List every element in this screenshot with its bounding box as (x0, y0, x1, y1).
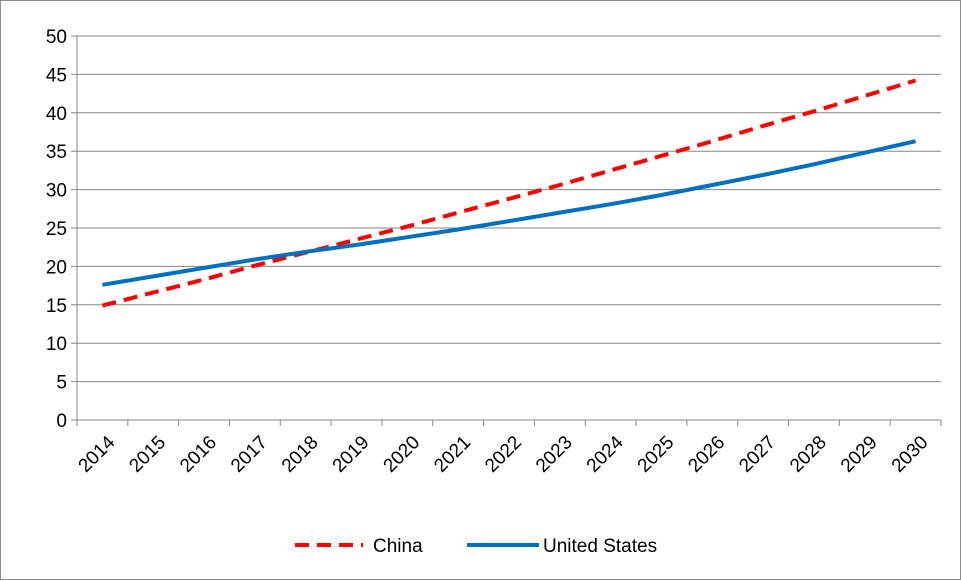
y-tick-label: 5 (56, 373, 67, 394)
y-tick-label: 40 (46, 104, 67, 125)
series-line-united-states (102, 139, 917, 287)
x-tick-label: 2020 (380, 432, 425, 477)
x-tick-label: 2014 (75, 432, 120, 477)
x-tick-label: 2025 (634, 432, 679, 477)
x-tick-label: 2026 (684, 432, 729, 477)
y-tick-label: 10 (46, 334, 67, 355)
x-tick-label: 2015 (125, 432, 170, 477)
y-tick-label: 45 (46, 65, 67, 86)
x-tick-label: 2023 (532, 432, 577, 477)
x-tick-label: 2019 (329, 432, 374, 477)
x-tick-label: 2029 (837, 432, 882, 477)
x-tick-label: 2030 (888, 432, 933, 477)
y-tick-label: 20 (46, 257, 67, 278)
x-tick-label: 2021 (430, 432, 475, 477)
y-tick-label: 50 (46, 27, 67, 48)
y-tick-label: 15 (46, 296, 67, 317)
y-tick-label: 30 (46, 181, 67, 202)
y-tick-label: 0 (56, 411, 67, 432)
legend-label-united-states: United States (543, 536, 657, 557)
x-tick-label: 2018 (278, 432, 323, 477)
series-line-china (101, 78, 917, 308)
x-tick-label: 2027 (735, 432, 780, 477)
y-tick-label: 25 (46, 219, 67, 240)
x-tick-label: 2028 (786, 432, 831, 477)
x-tick-label: 2016 (176, 432, 221, 477)
legend-label-china: China (373, 536, 423, 557)
x-tick-label: 2024 (583, 432, 628, 477)
x-tick-label: 2017 (227, 432, 272, 477)
x-tick-label: 2022 (481, 432, 526, 477)
y-tick-label: 35 (46, 142, 67, 163)
